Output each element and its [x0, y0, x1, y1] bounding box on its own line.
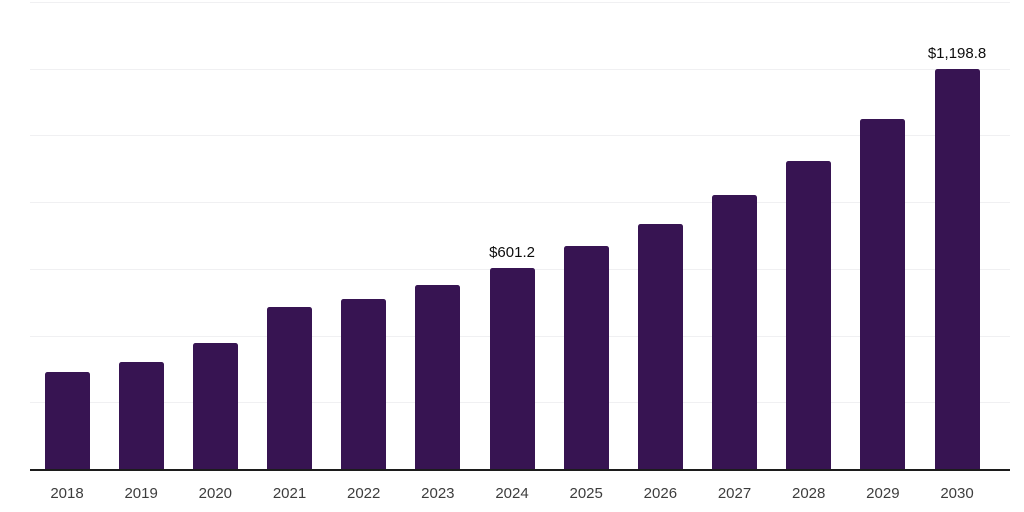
- x-axis-label-2023: 2023: [421, 485, 455, 502]
- gridline-1000: [30, 135, 1010, 137]
- bar-2024: [489, 268, 535, 469]
- bar-2023: [415, 285, 461, 469]
- x-axis-label-2022: 2022: [346, 485, 381, 502]
- gridline-1200: [30, 68, 1010, 70]
- bar-2030: [934, 69, 980, 469]
- x-axis-label-2018: 2018: [50, 485, 84, 502]
- value-label-2024: $601.2: [489, 244, 535, 262]
- gridline-800: [30, 202, 1010, 204]
- x-axis-label-2025: 2025: [569, 485, 603, 502]
- x-axis-label-2028: 2028: [792, 485, 826, 502]
- x-axis-line: [30, 469, 1010, 471]
- x-axis-label-2030: 2030: [940, 485, 974, 502]
- bar-2021: [267, 306, 312, 469]
- gridline-1400: [30, 2, 1010, 3]
- bar-2022: [341, 299, 387, 469]
- bar-2028: [786, 161, 832, 469]
- bar-2025: [563, 246, 609, 469]
- x-axis-label-2019: 2019: [124, 485, 158, 502]
- bar-2018: [44, 371, 90, 469]
- bar-2020: [192, 343, 238, 469]
- x-axis-label-2024: 2024: [495, 485, 529, 502]
- x-axis-label-2020: 2020: [198, 485, 233, 502]
- x-axis-label-2026: 2026: [643, 485, 678, 502]
- x-axis-label-2021: 2021: [272, 485, 307, 502]
- bar-2019: [118, 361, 164, 469]
- value-label-2030: $1,198.8: [927, 45, 987, 63]
- bar-2026: [637, 223, 683, 469]
- plot-area: 2018 2019 2020 2021 2022 2023 $601.2 2024 2025 20…: [30, 2, 1010, 502]
- bar-2029: [860, 119, 906, 469]
- bar-2027: [712, 194, 758, 469]
- x-axis-label-2029: 2029: [866, 485, 900, 502]
- x-axis-label-2027: 2027: [717, 485, 752, 502]
